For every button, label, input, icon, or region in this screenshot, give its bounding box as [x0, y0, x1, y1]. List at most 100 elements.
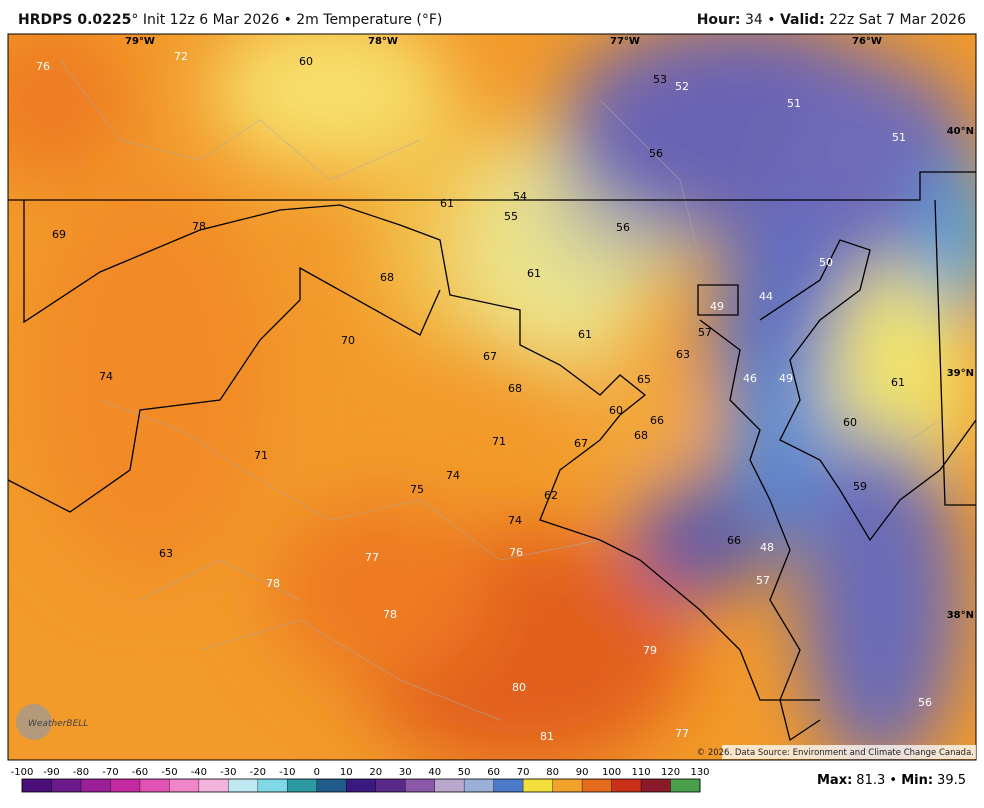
colorbar-segment: [523, 779, 554, 792]
lat-label: 39°N: [947, 368, 974, 379]
lon-label: 79°W: [125, 36, 155, 47]
temp-label: 49: [710, 300, 724, 313]
colorbar-tick-label: 50: [458, 767, 471, 778]
temp-label: 75: [410, 483, 424, 496]
sep: •: [885, 773, 901, 788]
temp-label: 71: [254, 449, 268, 462]
max-label: Max:: [817, 773, 852, 788]
valid-label: Valid:: [779, 12, 825, 28]
colorbar-tick-label: 130: [690, 767, 709, 778]
valid: 22z Sat 7 Mar 2026: [824, 12, 966, 28]
colorbar-tick-label: 40: [428, 767, 441, 778]
colorbar-tick-label: 20: [369, 767, 382, 778]
colorbar-segment: [375, 779, 406, 792]
colorbar-tick-label: 60: [487, 767, 500, 778]
temp-label: 63: [676, 348, 690, 361]
min: 39.5: [937, 773, 966, 788]
colorbar-tick-label: -60: [132, 767, 148, 778]
header-right: Hour: 34 • Valid: 22z Sat 7 Mar 2026: [697, 12, 966, 28]
lon-label: 76°W: [852, 36, 882, 47]
temp-label: 76: [36, 60, 50, 73]
temp-label: 74: [446, 469, 460, 482]
temp-label: 51: [787, 97, 801, 110]
lat-label: 40°N: [947, 126, 974, 137]
max: 81.3: [856, 773, 885, 788]
colorbar-tick-label: -30: [220, 767, 236, 778]
colorbar-tick-label: 0: [314, 767, 320, 778]
colorbar-segment: [346, 779, 377, 792]
temp-label: 46: [743, 372, 757, 385]
max-min: Max: 81.3 • Min: 39.5: [817, 773, 966, 788]
colorbar-segment: [169, 779, 200, 792]
temp-label: 67: [483, 350, 497, 363]
colorbar-segment: [22, 779, 52, 792]
colorbar-segment: [582, 779, 613, 792]
colorbar-segment: [670, 779, 701, 792]
logo-text: WeatherBELL: [28, 719, 88, 729]
lon-label: 78°W: [368, 36, 398, 47]
colorbar-tick-label: 80: [546, 767, 559, 778]
colorbar-segment: [611, 779, 642, 792]
colorbar-tick-label: 10: [340, 767, 353, 778]
temp-label: 62: [544, 489, 558, 502]
model: HRDPS 0.0225: [18, 12, 132, 28]
copyright: © 2026. Data Source: Environment and Cli…: [697, 748, 974, 758]
colorbar-tick-label: 110: [631, 767, 650, 778]
temp-label: 60: [843, 416, 857, 429]
temp-label: 57: [698, 326, 712, 339]
temp-label: 81: [540, 730, 554, 743]
temp-label: 65: [637, 373, 651, 386]
temp-label: 56: [649, 147, 663, 160]
colorbar-segment: [139, 779, 170, 792]
colorbar-tick-label: 30: [399, 767, 412, 778]
colorbar-tick-label: -70: [102, 767, 118, 778]
colorbar-segment: [434, 779, 465, 792]
degree: °: [131, 12, 139, 28]
colorbar-segment: [110, 779, 141, 792]
temp-label: 66: [650, 414, 664, 427]
colorbar-segment: [228, 779, 259, 792]
temp-label: 77: [365, 551, 379, 564]
temp-label: 53: [653, 73, 667, 86]
temp-label: 68: [634, 429, 648, 442]
temp-label: 66: [727, 534, 741, 547]
temp-label: 63: [159, 547, 173, 560]
temp-label: 74: [508, 514, 522, 527]
temp-label: 77: [675, 727, 689, 740]
temp-label: 56: [918, 696, 932, 709]
lat-labels: 40°N 39°N 38°N: [947, 126, 974, 621]
colorbar-segment: [552, 779, 583, 792]
temp-label: 69: [52, 228, 66, 241]
colorbar-tick-label: 70: [517, 767, 530, 778]
colorbar-tick-label: -20: [250, 767, 266, 778]
colorbar-segment: [198, 779, 229, 792]
temp-label: 71: [492, 435, 506, 448]
temp-label: 79: [643, 644, 657, 657]
temp-label: 72: [174, 50, 188, 63]
temp-label: 78: [192, 220, 206, 233]
colorbar-tick-label: -90: [43, 767, 59, 778]
temp-label: 48: [760, 541, 774, 554]
temp-label: 55: [504, 210, 518, 223]
colorbar-segment: [641, 779, 672, 792]
colorbar: -100 -90 -80 -70 -60 -50 -40 -30 -20 -10 0 10 20 30 40…: [11, 767, 710, 793]
temp-label: 78: [383, 608, 397, 621]
lon-label: 77°W: [610, 36, 640, 47]
colorbar-segment: [464, 779, 495, 792]
colorbar-tick-label: -40: [191, 767, 207, 778]
temp-label: 68: [508, 382, 522, 395]
temp-label: 76: [509, 546, 523, 559]
temp-label: 52: [675, 80, 689, 93]
hour-label: Hour:: [696, 12, 741, 28]
temp-label: 50: [819, 256, 833, 269]
colorbar-segment: [316, 779, 347, 792]
temperature-field: [8, 34, 976, 760]
temp-label: 49: [779, 372, 793, 385]
temp-label: 61: [440, 197, 454, 210]
colorbar-tick-label: 120: [661, 767, 680, 778]
title: Init 12z 6 Mar 2026 • 2m Temperature (°F…: [138, 12, 443, 28]
hour: 34 •: [740, 12, 780, 28]
colorbar-segment: [287, 779, 318, 792]
